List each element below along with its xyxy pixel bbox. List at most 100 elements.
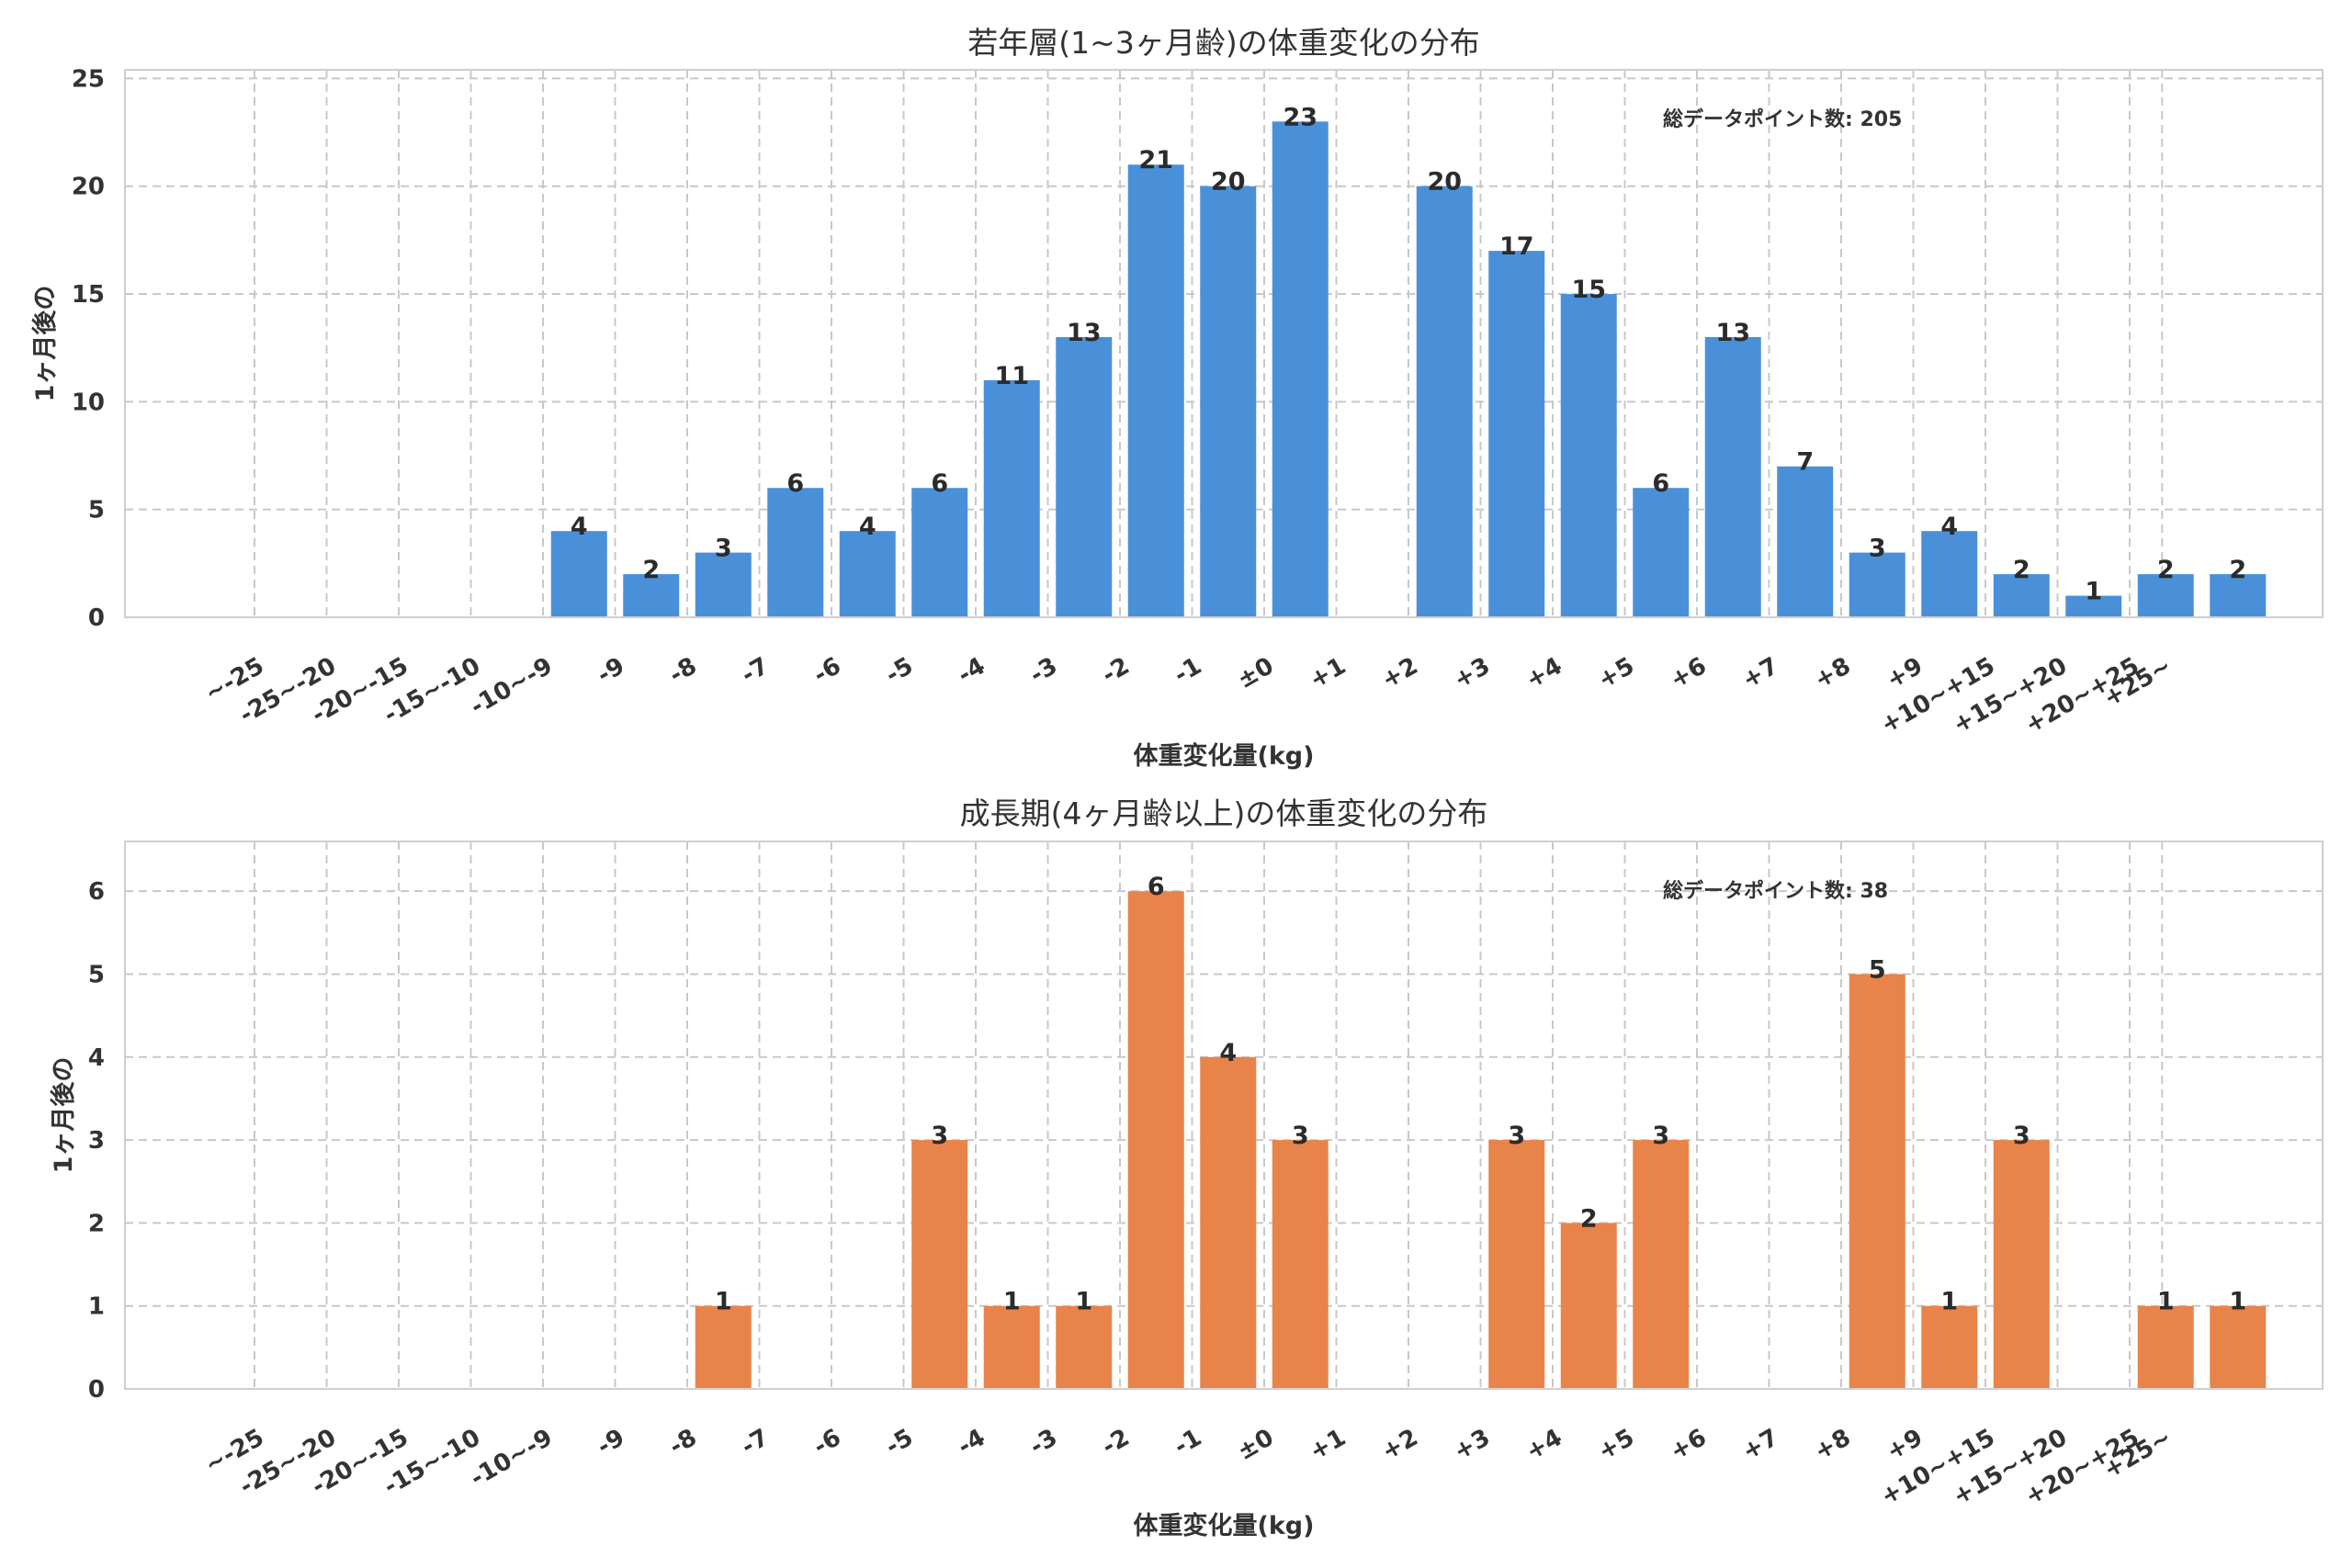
bar-value-label: 3 [1869,535,1886,563]
y-tick-label: 2 [88,1210,105,1237]
bar [1704,336,1761,617]
bar [623,574,680,617]
bar-value-label: 3 [2013,1122,2030,1150]
bar-value-label: 3 [931,1122,948,1150]
bar-value-label: 6 [786,469,804,498]
bar [1993,1140,2050,1389]
bar-value-label: 4 [1940,513,1958,541]
bar [1056,336,1113,617]
bar [1056,1305,1113,1389]
bar [1272,121,1329,618]
bar [550,531,607,617]
bar-value-label: 21 [1138,146,1173,175]
bar [1777,466,1834,617]
bar-value-label: 5 [1869,955,1886,984]
y-tick-label: 5 [88,961,105,988]
bar [1633,488,1690,617]
bar [2137,1305,2194,1389]
total-count-annotation: 総データポイント数: 205 [1663,107,1902,131]
y-tick-label: 5 [88,497,105,525]
bar-value-label: 3 [1508,1122,1525,1150]
bar [1127,164,1184,618]
bar-value-label: 2 [2229,556,2246,584]
bar-value-label: 2 [642,556,660,584]
bar-value-label: 1 [2229,1288,2246,1316]
y-tick-label: 0 [88,604,105,632]
bar-value-label: 4 [571,513,588,541]
bar-value-label: 13 [1715,319,1750,347]
bar-value-label: 6 [1148,873,1165,901]
bar-value-label: 6 [1652,469,1669,498]
y-axis-label: 1ヶ月後の [50,1057,78,1174]
bar-value-label: 4 [1219,1039,1237,1067]
bar [2210,1305,2267,1389]
bar [1849,552,1905,617]
y-tick-label: 15 [72,281,105,309]
bar-value-label: 1 [715,1288,732,1316]
bar [1993,574,2050,617]
bar-value-label: 13 [1067,319,1102,347]
bar [695,552,752,617]
bar [1921,1305,1978,1389]
bar [2210,574,2267,617]
plot-frame [124,840,2324,1390]
chart-young: 0510152025~-25-25~-20-20~-15-15~-10-10~-… [31,25,2324,771]
bar [1416,186,1473,617]
bar [911,1140,968,1389]
bar [983,379,1040,617]
bar [2065,595,2122,617]
y-tick-label: 4 [88,1044,105,1072]
bar-value-label: 4 [859,513,876,541]
plot-frame [124,69,2324,618]
y-tick-label: 25 [72,65,105,93]
y-tick-label: 20 [72,174,105,201]
bar-value-label: 6 [931,469,948,498]
bar-value-label: 11 [994,362,1029,390]
bar-value-label: 20 [1211,168,1246,197]
y-tick-label: 1 [88,1293,105,1321]
bar-value-label: 2 [2013,556,2030,584]
bar [911,488,968,617]
y-tick-label: 3 [88,1127,105,1155]
bar-value-label: 2 [2157,556,2175,584]
bar-value-label: 1 [2157,1288,2175,1316]
bar-value-label: 1 [1075,1288,1092,1316]
bar [1560,294,1617,617]
bar-value-label: 15 [1571,276,1606,304]
bar [695,1305,752,1389]
x-axis-label: 体重変化量(kg) [1134,741,1315,771]
bar-value-label: 20 [1427,168,1462,197]
bar-value-label: 2 [1580,1204,1598,1233]
bar [1921,531,1978,617]
y-axis-label: 1ヶ月後の [31,286,60,402]
y-tick-label: 0 [88,1376,105,1404]
bar-value-label: 17 [1499,232,1534,261]
bar [2137,574,2194,617]
total-count-annotation: 総データポイント数: 38 [1663,879,1888,903]
bar [983,1305,1040,1389]
y-tick-label: 10 [72,389,105,416]
bar-value-label: 1 [1003,1288,1021,1316]
bar-value-label: 1 [1940,1288,1958,1316]
bar [1488,251,1545,617]
bar [1488,1140,1545,1389]
bar [767,488,824,617]
bar [1272,1140,1329,1389]
bar [1200,186,1257,617]
bar-value-label: 3 [1652,1122,1669,1150]
bar [839,531,896,617]
x-axis-label: 体重変化量(kg) [1134,1511,1315,1540]
bar-value-label: 23 [1283,103,1317,131]
chart-title: 若年層(1~3ヶ月齢)の体重変化の分布 [967,25,1479,61]
chart-title: 成長期(4ヶ月齢以上)の体重変化の分布 [960,795,1488,831]
bar [1200,1056,1257,1389]
bar [1127,891,1184,1389]
bar-value-label: 1 [2085,578,2102,606]
y-tick-label: 6 [88,878,105,906]
bar [1633,1140,1690,1389]
bar [1560,1223,1617,1389]
bar [1849,974,1905,1389]
bar-value-label: 3 [1292,1122,1309,1150]
